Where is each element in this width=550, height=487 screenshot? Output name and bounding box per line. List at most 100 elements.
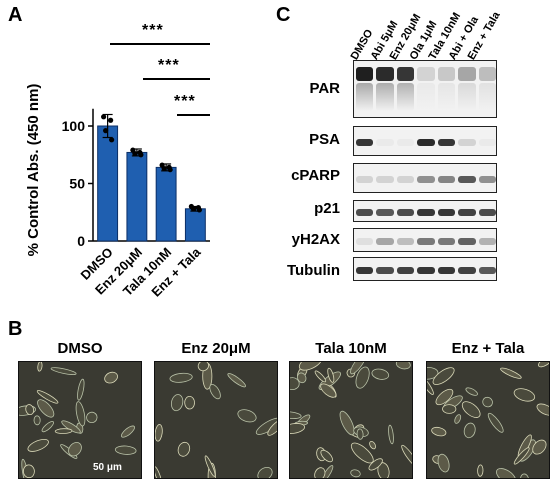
blot-band (376, 237, 394, 245)
blot-band (396, 237, 415, 245)
data-point (101, 114, 107, 120)
blot-strip (353, 200, 497, 222)
blot-row-label: Tubulin (286, 262, 340, 279)
cell (532, 439, 547, 455)
cell (427, 377, 434, 395)
blot-band (417, 266, 435, 274)
blot-band (355, 138, 374, 146)
data-point (109, 137, 115, 143)
panel-label-c: C (276, 4, 291, 26)
blot-smear (478, 83, 496, 111)
blot-band (478, 237, 496, 245)
blot-smear (417, 83, 435, 111)
blot-smear (355, 83, 374, 111)
cell (68, 442, 82, 457)
blot-band (437, 175, 456, 183)
panel-label-a: A (8, 4, 23, 26)
significance-label-3: *** (174, 93, 196, 110)
cell (477, 464, 484, 477)
blot-band (437, 266, 456, 274)
blot-row-label: p21 (314, 200, 340, 217)
blot-band (437, 138, 456, 146)
bar (184, 208, 206, 242)
data-point (190, 206, 196, 212)
cell (314, 370, 327, 383)
blot-smear (437, 83, 456, 111)
significance-bar-1 (110, 43, 210, 45)
cell (513, 447, 530, 465)
cell (290, 377, 300, 391)
cell (339, 410, 355, 436)
cell (209, 383, 221, 400)
cell (33, 415, 41, 426)
cell (37, 399, 55, 418)
cell (500, 367, 522, 379)
cell (121, 425, 135, 438)
micrograph-image (426, 361, 550, 479)
data-point (167, 167, 173, 173)
blot-band (417, 175, 435, 183)
cell (267, 419, 277, 436)
blot-strip (353, 163, 497, 193)
blot-band (355, 208, 374, 216)
cell (388, 424, 394, 445)
blot-band (417, 138, 435, 146)
cell (368, 458, 383, 471)
cell (86, 411, 98, 424)
blot-strip (353, 126, 497, 156)
blot-row-label: yH2AX (291, 231, 340, 248)
cell (432, 367, 455, 385)
blot-band (458, 175, 476, 183)
blot-smear (376, 83, 394, 111)
blot-band (478, 67, 496, 81)
cell (442, 404, 457, 414)
cell (513, 388, 536, 402)
blot-band (437, 67, 456, 81)
cell-texture (155, 362, 277, 478)
micrograph-image (289, 361, 413, 479)
micrograph-title: DMSO (57, 340, 103, 357)
cell (520, 473, 529, 478)
blot-band (478, 175, 496, 183)
bar (126, 151, 148, 242)
blot-band (376, 175, 394, 183)
scale-bar-label: 50 μm (93, 462, 122, 473)
cell (114, 445, 137, 455)
cell (257, 466, 273, 478)
blot-band (355, 67, 374, 81)
blot-row-label: PAR (309, 80, 340, 97)
micrograph-image: 50 μm (18, 361, 142, 479)
data-point (108, 117, 114, 123)
micrograph-title: Tala 10nM (315, 340, 387, 357)
blot-band (396, 67, 415, 81)
cell (77, 378, 85, 401)
bar (155, 166, 177, 242)
micrograph-title: Enz 20μM (181, 340, 251, 357)
cell (37, 362, 43, 372)
cell (184, 396, 195, 410)
cell (170, 394, 184, 412)
blot-band (458, 266, 476, 274)
blot-band (478, 138, 496, 146)
cell-texture (290, 362, 412, 478)
blot-smear (396, 83, 415, 111)
y-tick-label: 100 (62, 118, 86, 134)
cell (454, 414, 462, 424)
blot-band (437, 208, 456, 216)
cell (204, 455, 216, 477)
data-point (103, 128, 109, 134)
cell (169, 372, 193, 383)
blot-band (396, 175, 415, 183)
cell (41, 421, 54, 433)
cell (461, 401, 481, 418)
cell (536, 403, 549, 416)
cell (320, 449, 333, 463)
blot-band (396, 208, 415, 216)
cell (27, 438, 49, 452)
cell (25, 404, 35, 416)
cell (355, 366, 370, 389)
cell (371, 368, 390, 380)
cell (104, 371, 118, 384)
cell (465, 387, 478, 396)
